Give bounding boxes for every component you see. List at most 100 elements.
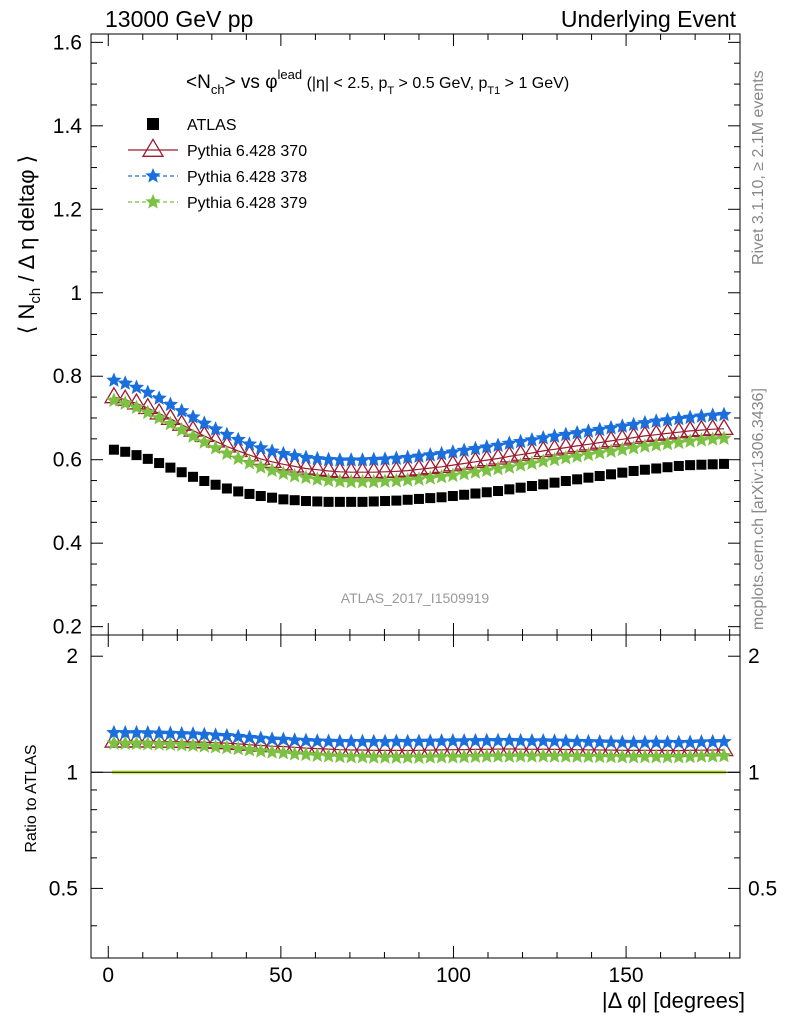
series-0-point	[233, 486, 244, 497]
rivet-version-label: Rivet 3.1.10, ≥ 2.1M events	[750, 70, 767, 265]
series-0-point	[572, 474, 583, 485]
series-0-point	[255, 491, 266, 502]
series-3-ratio-point	[501, 748, 517, 763]
series-3-ratio-point	[479, 748, 495, 763]
series-2-ratio-point	[219, 727, 235, 743]
series-0-point	[323, 496, 334, 507]
series-3-ratio-point	[433, 748, 450, 764]
series-3-ratio-point	[253, 743, 269, 758]
series-2-point	[592, 421, 608, 437]
series-1-main	[103, 386, 734, 479]
series-2-ratio-point	[603, 734, 619, 749]
series-3-point	[456, 465, 472, 481]
series-3-ratio-point	[467, 748, 484, 764]
series-3-ratio-point	[422, 749, 438, 764]
y-tick-label: 1	[70, 282, 82, 305]
series-3-point	[106, 392, 122, 407]
series-3-ratio-point	[535, 748, 551, 763]
series-0-point	[142, 453, 153, 464]
series-3-ratio-point	[659, 748, 676, 764]
series-3-point	[422, 470, 438, 485]
series-2-ratio-point	[535, 732, 551, 748]
series-3-ratio-point	[671, 748, 687, 764]
series-2-point	[445, 444, 461, 459]
series-2-main	[106, 372, 732, 467]
series-2-ratio-point	[716, 733, 732, 749]
series-0-point	[188, 471, 199, 482]
legend-label: Pythia 6.428 370	[187, 143, 307, 160]
series-0-point	[696, 459, 707, 470]
series-0-point	[221, 483, 232, 494]
series-3-point	[366, 473, 382, 489]
series-2-point	[287, 447, 303, 463]
series-2-point	[275, 445, 292, 461]
y-tick-label: 0.8	[53, 365, 82, 388]
series-1-ratio-point	[103, 730, 124, 748]
series-3-ratio-point	[128, 735, 145, 751]
legend-marker	[147, 118, 159, 130]
series-0-point	[300, 496, 311, 507]
ratio-tick-label-right: 2	[748, 645, 760, 668]
series-0-point	[334, 496, 345, 507]
series-2-ratio-point	[580, 733, 597, 749]
series-3-ratio-point	[207, 738, 224, 754]
series-3-point	[637, 438, 653, 453]
series-2-ratio-point	[479, 732, 495, 748]
series-3-ratio-point	[106, 735, 122, 750]
series-3-ratio-point	[298, 746, 314, 762]
series-3-point	[196, 434, 212, 449]
series-2-point	[174, 402, 190, 418]
series-2-point	[682, 409, 698, 425]
series-0-point	[413, 493, 424, 504]
series-2-ratio-point	[625, 734, 642, 750]
series-0-point	[402, 494, 413, 505]
series-3-point	[569, 448, 585, 463]
y-tick-label: 0.6	[53, 449, 82, 472]
series-2-ratio-point	[128, 724, 145, 740]
series-2-ratio-point	[693, 734, 710, 749]
series-2-point	[117, 375, 133, 390]
series-0-point	[459, 489, 470, 500]
series-3-point	[332, 473, 348, 488]
series-2-point	[128, 379, 145, 395]
series-0-point	[210, 479, 221, 490]
series-3-point	[377, 473, 393, 488]
series-2-ratio-point	[264, 731, 280, 746]
series-2-point	[512, 433, 529, 449]
series-2-point	[535, 429, 551, 445]
series-3-point	[682, 433, 698, 448]
series-0-point	[425, 493, 436, 504]
series-2-point	[648, 413, 664, 428]
series-3-ratio-point	[174, 736, 190, 752]
series-0-main	[108, 444, 729, 507]
series-3-point	[207, 439, 224, 455]
series-3-ratio-point	[117, 735, 133, 751]
series-2-point	[705, 407, 721, 422]
series-3-point	[705, 431, 721, 446]
series-2-point	[151, 390, 167, 405]
series-0-point	[436, 492, 447, 503]
series-3-ratio-point	[445, 748, 461, 764]
series-2-ratio-point	[354, 733, 371, 749]
series-3-ratio-point	[275, 744, 292, 760]
series-0-point	[289, 495, 300, 506]
series-2-point	[671, 410, 687, 426]
series-0-point	[346, 496, 357, 507]
series-3-ratio-point	[264, 744, 280, 759]
legend-entry-1: Pythia 6.428 370	[128, 138, 307, 160]
series-3-point	[287, 467, 303, 483]
series-3-ratio-point	[614, 748, 630, 764]
series-0-point	[165, 462, 176, 473]
series-0-point	[368, 496, 379, 507]
series-0-point	[673, 460, 684, 471]
y-tick-label: 0.4	[53, 532, 83, 555]
ratio-axis-label: Ratio to ATLAS	[23, 744, 40, 852]
series-3-point	[625, 439, 642, 455]
series-2-ratio-point	[320, 733, 337, 748]
series-3-ratio-point	[490, 748, 506, 763]
series-0-point	[278, 494, 289, 505]
series-0-point	[154, 458, 165, 469]
series-3-ratio-point	[603, 748, 619, 764]
series-3-point	[603, 443, 619, 458]
series-2-ratio-point	[433, 733, 450, 748]
